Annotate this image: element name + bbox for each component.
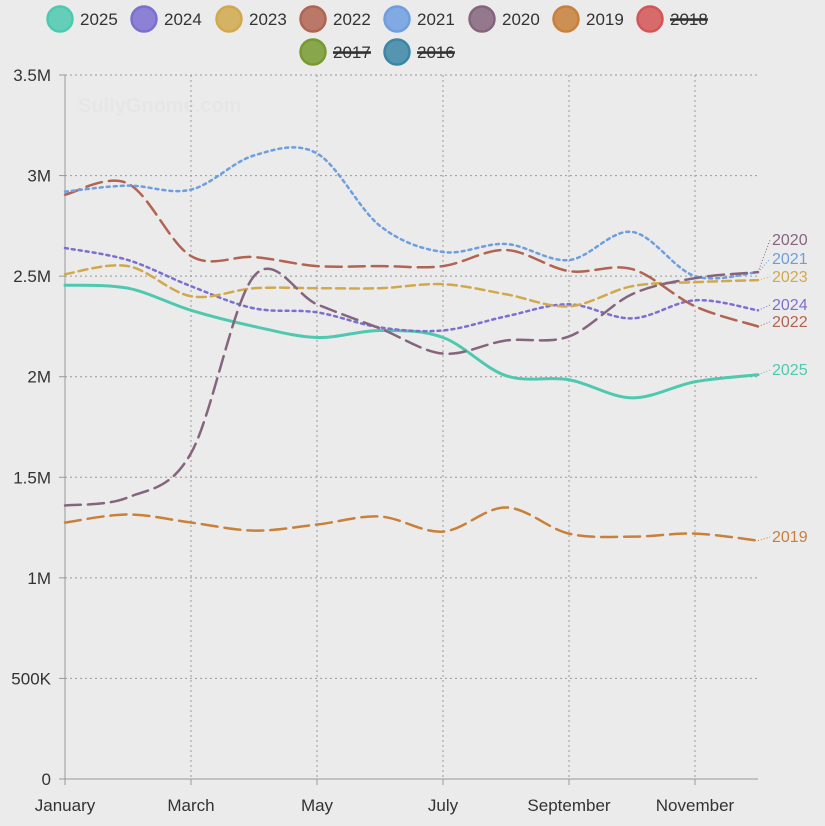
grid <box>65 74 758 779</box>
legend-item-2016[interactable]: 2016 <box>383 38 456 66</box>
end-label-connector-2020 <box>757 239 771 273</box>
legend-label-2022: 2022 <box>333 10 371 29</box>
watermark: SullyGnome.com <box>78 95 241 117</box>
legend-item-2019[interactable]: 2019 <box>552 5 624 33</box>
x-tick-label: September <box>527 796 610 815</box>
series-line-2024 <box>63 246 760 333</box>
legend-swatch-2020 <box>468 5 496 33</box>
legend-swatch-2019 <box>552 5 580 33</box>
x-tick-label: July <box>428 796 459 815</box>
end-label-connector-2019 <box>757 536 771 542</box>
axes: 0 500K 1M 1.5M 2M 2.5M 3M 3.5M January March May Ju… <box>11 66 758 815</box>
legend-label-2024: 2024 <box>164 10 202 29</box>
legend-item-2022[interactable]: 2022 <box>299 5 371 33</box>
y-tick-label: 3.5M <box>13 66 51 85</box>
legend-swatch-2022 <box>299 5 327 33</box>
legend-swatch-2024 <box>130 5 158 33</box>
y-tick-label: 0 <box>42 770 51 789</box>
end-label-2024: 2024 <box>772 297 808 314</box>
legend-label-2023: 2023 <box>249 10 287 29</box>
y-tick-label: 1M <box>27 569 51 588</box>
end-label-2020: 2020 <box>772 232 808 249</box>
end-label-2021: 2021 <box>772 251 808 268</box>
end-label-connector-2023 <box>757 276 771 281</box>
series-line-2020 <box>63 267 760 507</box>
end-label-connector-2022 <box>757 321 771 327</box>
end-label-2025: 2025 <box>772 362 808 379</box>
legend-swatch-2025 <box>46 5 74 33</box>
x-tick-label: November <box>656 796 735 815</box>
end-label-2022: 2022 <box>772 314 808 331</box>
series-lines <box>63 146 760 542</box>
legend-item-2020[interactable]: 2020 <box>468 5 540 33</box>
legend-swatch-2023 <box>215 5 243 33</box>
end-label-connector-2025 <box>757 369 771 376</box>
y-tick-label: 1.5M <box>13 468 51 487</box>
end-labels: 2025 2024 2023 2022 2021 2020 2019 <box>757 232 808 546</box>
series-line-2019 <box>63 506 760 542</box>
x-tick-label: May <box>301 796 334 815</box>
series-line-2023 <box>63 264 760 308</box>
y-tick-label: 3M <box>27 167 51 186</box>
legend-swatch-2021 <box>383 5 411 33</box>
legend-label-2019: 2019 <box>586 10 624 29</box>
legend-label-2020: 2020 <box>502 10 540 29</box>
legend-swatch-2017 <box>299 38 327 66</box>
legend-item-2018[interactable]: 2018 <box>636 5 709 33</box>
y-tick-label: 2.5M <box>13 267 51 286</box>
end-label-connector-2021 <box>757 258 771 273</box>
legend-label-2021: 2021 <box>417 10 455 29</box>
series-line-2022 <box>63 179 760 328</box>
y-tick-label: 500K <box>11 669 51 688</box>
end-label-2023: 2023 <box>772 269 808 286</box>
end-label-2019: 2019 <box>772 529 808 546</box>
series-line-2021 <box>63 146 760 280</box>
y-tick-label: 2M <box>27 368 51 387</box>
legend-item-2017[interactable]: 2017 <box>299 38 372 66</box>
legend-item-2023[interactable]: 2023 <box>215 5 287 33</box>
legend-item-2024[interactable]: 2024 <box>130 5 202 33</box>
series-line-2025 <box>63 283 760 400</box>
legend-swatch-2016 <box>383 38 411 66</box>
legend-item-2025[interactable]: 2025 <box>46 5 118 33</box>
x-tick-label: March <box>167 796 214 815</box>
legend-item-2021[interactable]: 2021 <box>383 5 455 33</box>
x-tick-label: January <box>35 796 96 815</box>
end-label-connector-2024 <box>757 304 771 311</box>
legend[interactable]: 2025 2024 2023 2022 2021 2020 2019 2018 2017 2016 <box>46 5 709 66</box>
legend-label-2025: 2025 <box>80 10 118 29</box>
legend-swatch-2018 <box>636 5 664 33</box>
